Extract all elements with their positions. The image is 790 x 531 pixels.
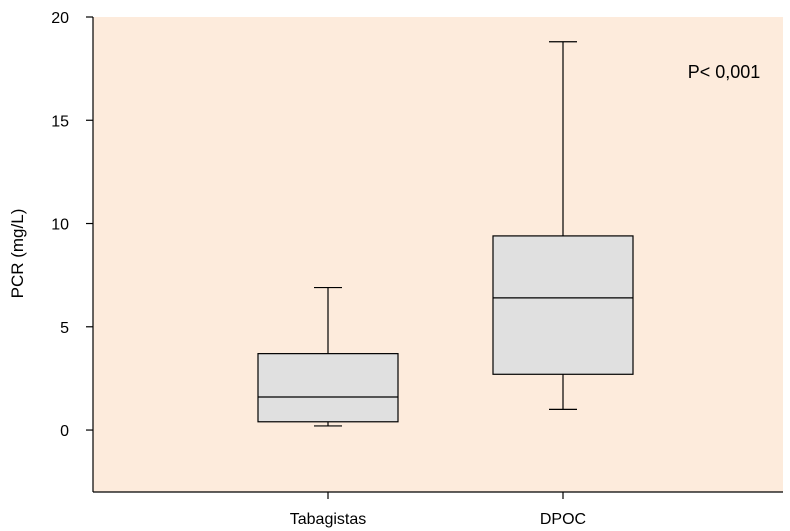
p-value-annotation: P< 0,001 (688, 62, 761, 82)
box-dpoc (492, 41, 634, 410)
x-category-label: Tabagistas (290, 511, 367, 528)
plot-area-background (93, 17, 783, 492)
y-tick-label: 0 (60, 423, 69, 440)
y-tick-label: 20 (51, 10, 69, 27)
x-category-label: DPOC (540, 511, 586, 528)
y-tick-label: 5 (60, 320, 69, 337)
y-tick-label: 15 (51, 113, 69, 130)
iqr-box (257, 353, 399, 423)
iqr-box (492, 235, 634, 375)
boxes-layer (257, 41, 634, 427)
axes-layer: 0 5 10 15 20 Tabagistas DPOC (51, 10, 783, 528)
y-axis-label: PCR (mg/L) (8, 209, 27, 299)
y-tick-label: 10 (51, 217, 69, 234)
box-tabagistas (257, 286, 399, 427)
